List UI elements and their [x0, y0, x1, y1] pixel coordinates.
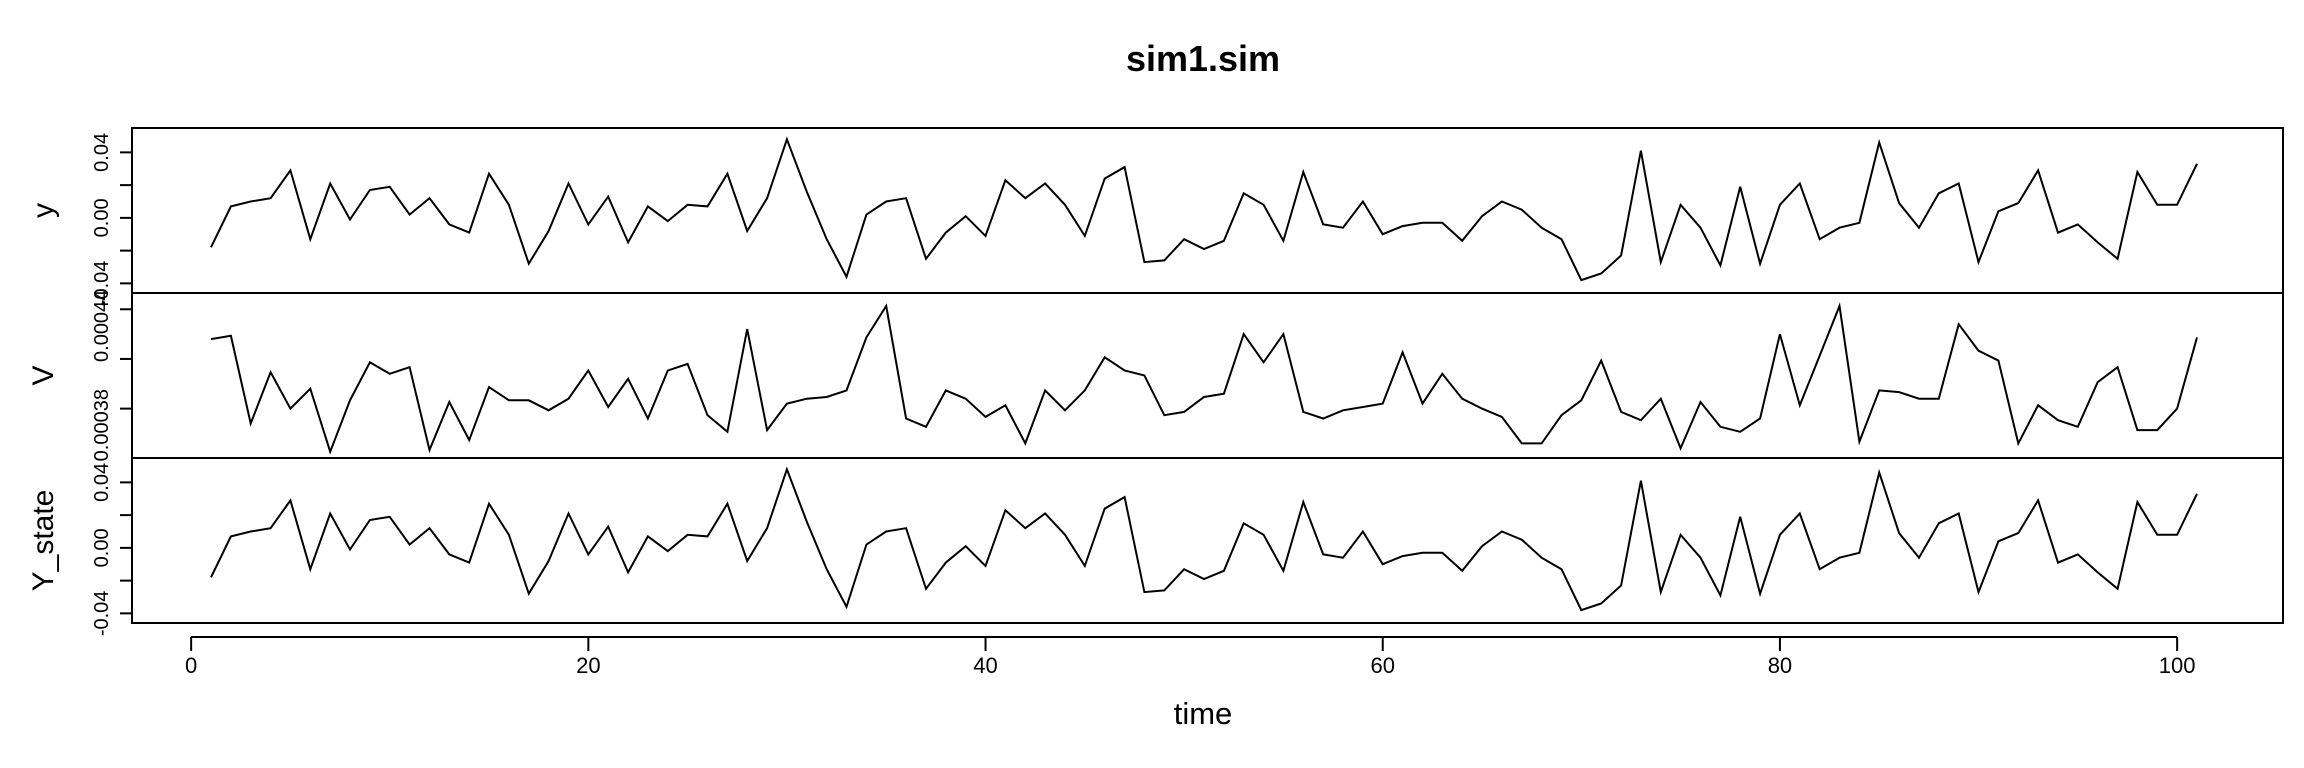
y-tick-label: 0.00 — [91, 198, 113, 237]
series-line-y — [210, 136, 2198, 282]
panel-frame — [131, 457, 2284, 624]
chart-title: sim1.sim — [1126, 38, 1280, 79]
y-tick-label: 0.00 — [91, 528, 113, 567]
series-label-v: V — [27, 365, 60, 385]
panel-v: 0.00038 0.00044 V — [27, 290, 2284, 461]
series-label-y-state: Y_state — [27, 490, 60, 592]
panel-y: -0.04 0.00 0.04 y — [27, 127, 2284, 307]
x-tick-label: 20 — [576, 653, 600, 678]
x-tick-label: 60 — [1370, 653, 1394, 678]
x-tick-label: 0 — [185, 653, 197, 678]
panel-frame — [131, 292, 2284, 459]
series-line-y-state — [210, 466, 2198, 612]
x-axis: 0 20 40 60 80 100 — [185, 636, 2196, 678]
y-tick-label: 0.04 — [91, 463, 113, 502]
panel-frame — [131, 127, 2284, 294]
y-tick-label: 0.04 — [91, 133, 113, 172]
y-tick-label: -0.04 — [91, 261, 113, 307]
panel-y-state: -0.04 0.00 0.04 Y_state — [27, 457, 2284, 637]
x-tick-label: 100 — [2159, 653, 2196, 678]
x-tick-label: 80 — [1768, 653, 1792, 678]
series-label-y: y — [27, 203, 60, 218]
panels-group: -0.04 0.00 0.04 y 0.00038 0.00044 V -0.04 0.00 0.… — [27, 127, 2284, 637]
x-tick-label: 40 — [973, 653, 997, 678]
y-tick-label: 0.00044 — [91, 290, 113, 362]
y-tick-label: 0.00038 — [91, 389, 113, 461]
series-line-v — [210, 302, 2198, 455]
x-axis-label: time — [1174, 696, 1233, 731]
y-tick-label: -0.04 — [91, 591, 113, 637]
